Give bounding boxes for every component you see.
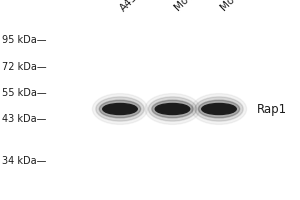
- Ellipse shape: [92, 94, 148, 124]
- Ellipse shape: [202, 104, 236, 114]
- Text: Rap1: Rap1: [256, 102, 286, 116]
- Text: 34 kDa—: 34 kDa—: [2, 156, 46, 166]
- Ellipse shape: [103, 104, 137, 114]
- Ellipse shape: [191, 94, 247, 124]
- Text: Mouse spleen: Mouse spleen: [172, 0, 230, 13]
- Ellipse shape: [96, 97, 144, 121]
- Text: 95 kDa—: 95 kDa—: [2, 35, 46, 45]
- Ellipse shape: [99, 100, 141, 118]
- Text: 55 kDa—: 55 kDa—: [2, 88, 46, 98]
- Ellipse shape: [155, 104, 190, 114]
- Text: A431: A431: [118, 0, 145, 13]
- Ellipse shape: [198, 100, 240, 118]
- Text: 72 kDa—: 72 kDa—: [2, 62, 46, 72]
- Ellipse shape: [152, 100, 193, 118]
- Ellipse shape: [148, 97, 197, 121]
- Ellipse shape: [145, 94, 200, 124]
- Text: 43 kDa—: 43 kDa—: [2, 114, 46, 124]
- Ellipse shape: [195, 97, 243, 121]
- Text: Mouse thymus: Mouse thymus: [219, 0, 280, 13]
